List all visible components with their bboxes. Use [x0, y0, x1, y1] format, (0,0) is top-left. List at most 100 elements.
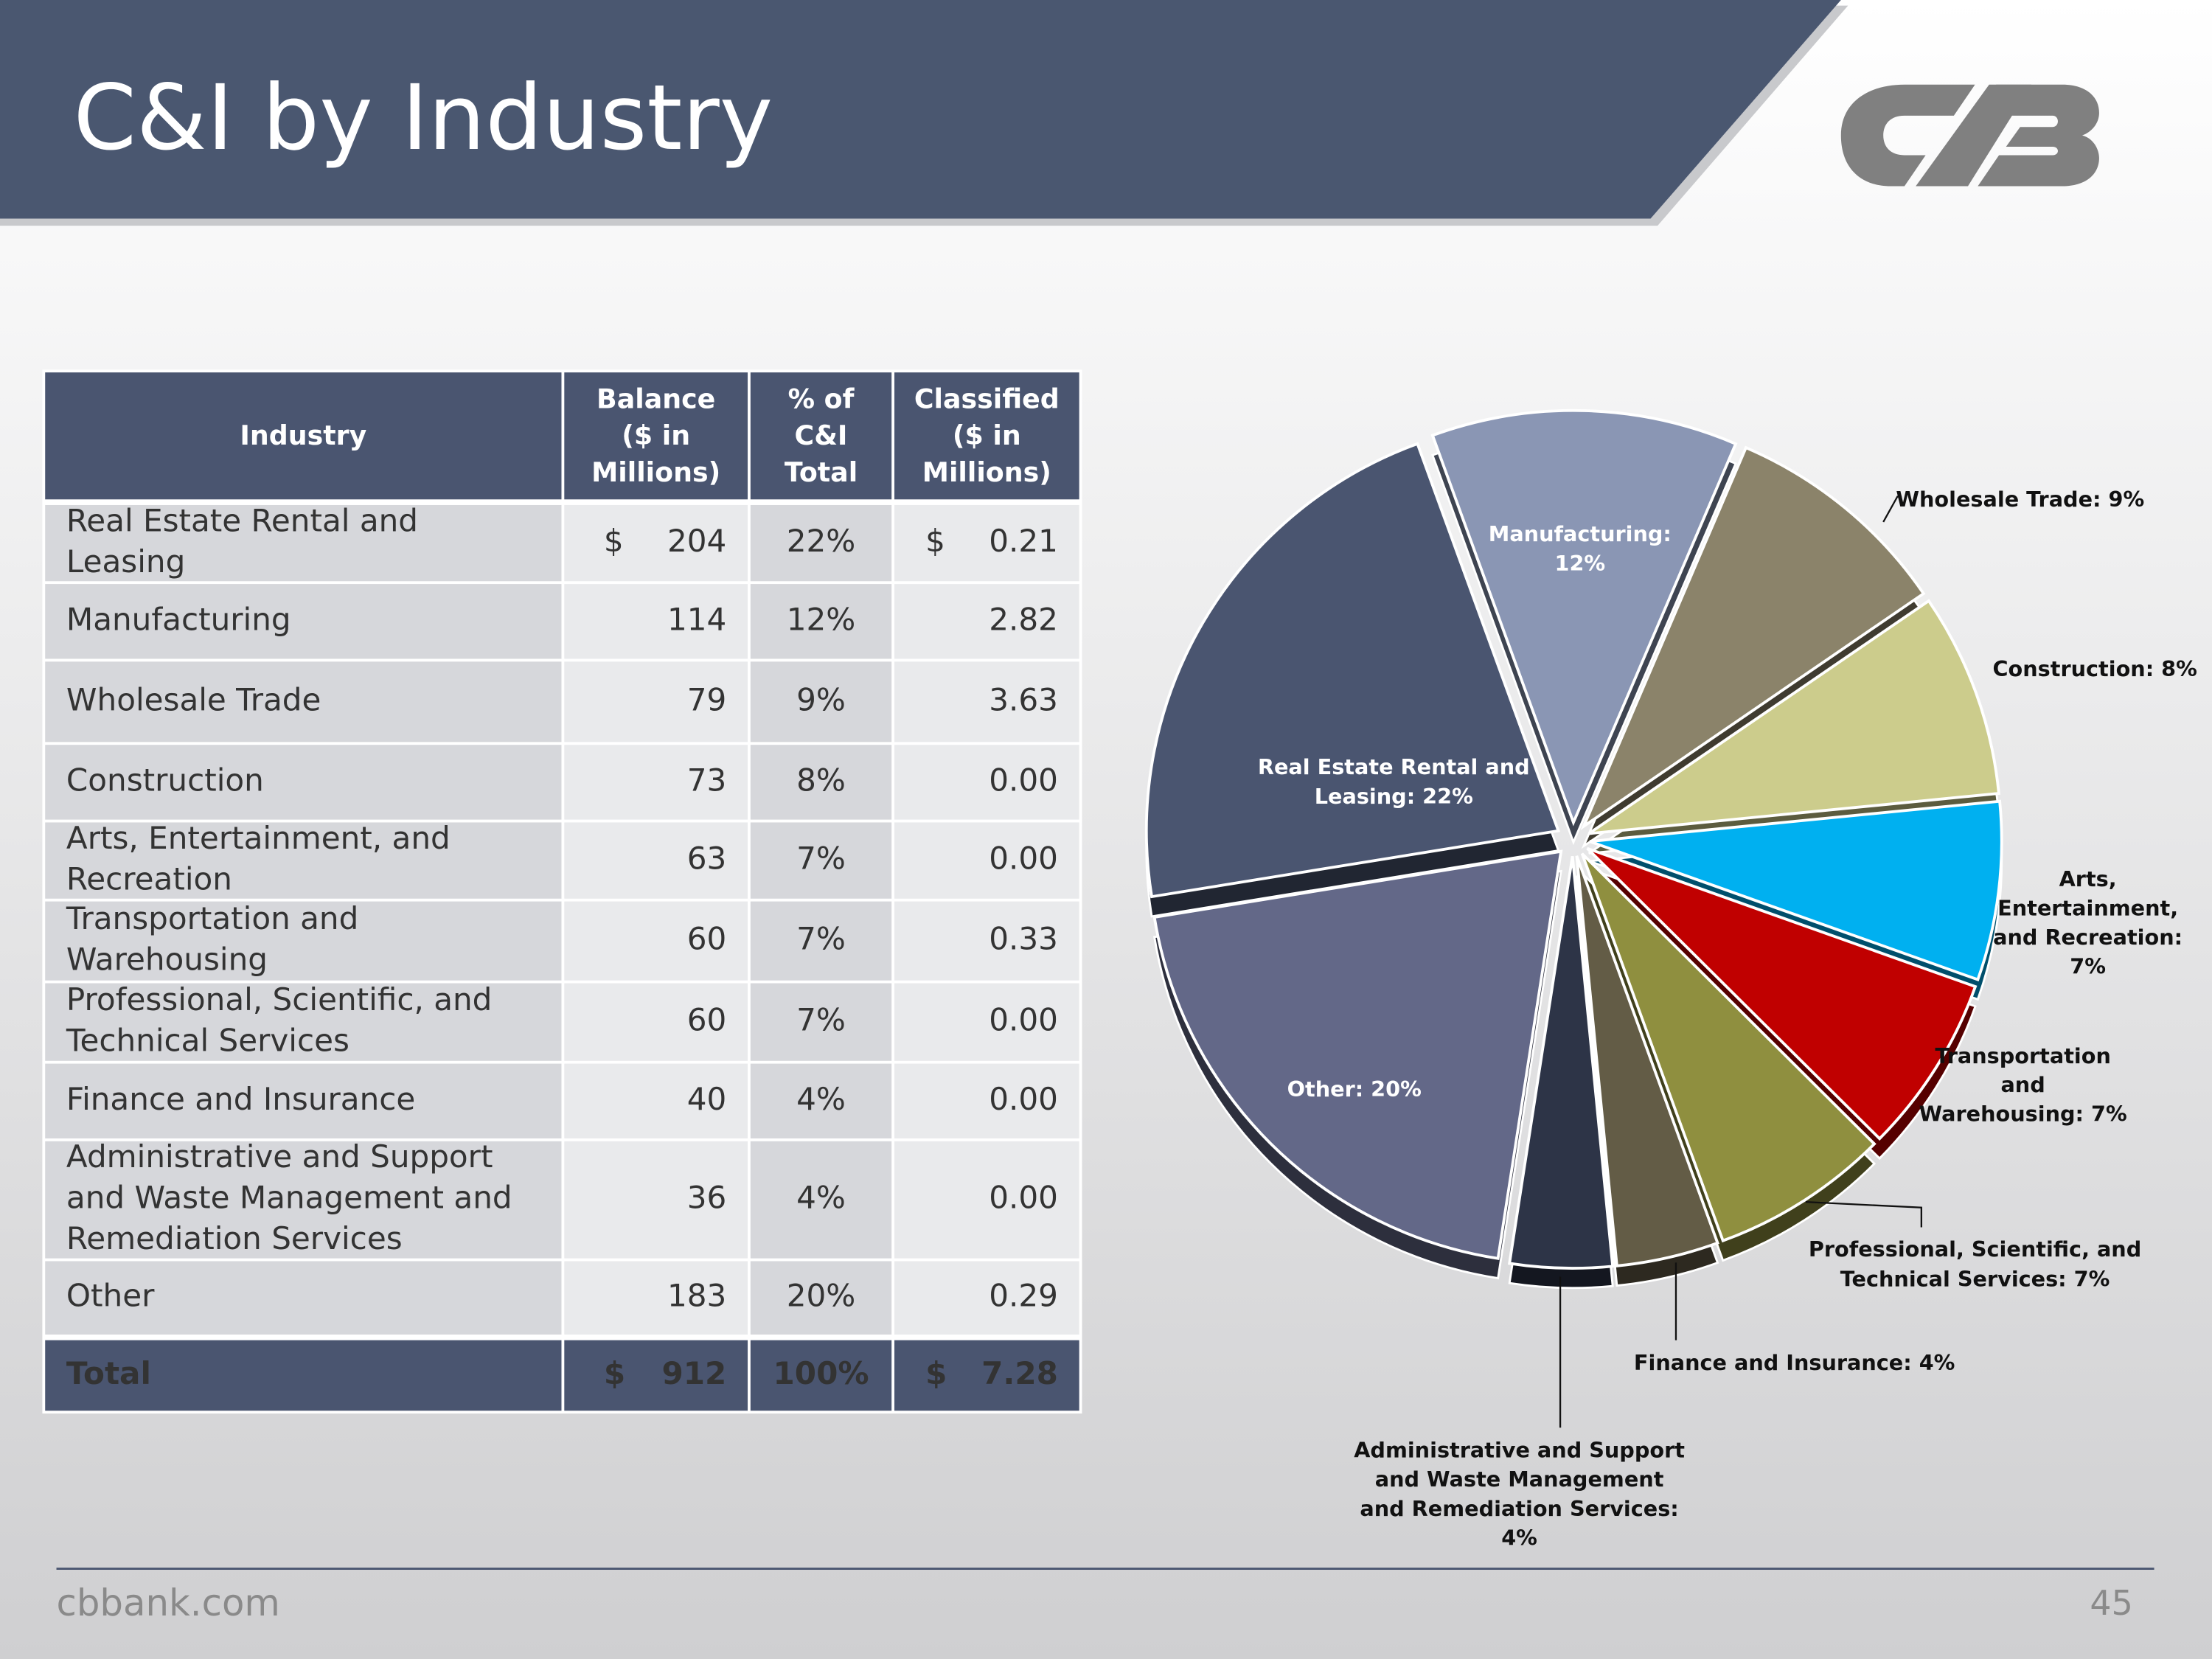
slice-label: and Waste Management	[1375, 1467, 1664, 1492]
industry-name: and Waste Management and	[66, 1180, 512, 1216]
header-cell	[894, 372, 1079, 500]
leader-line	[1805, 1200, 1923, 1228]
table-cell	[45, 901, 562, 981]
industry-name: Real Estate Rental and	[66, 502, 418, 538]
table-cell	[750, 1340, 892, 1411]
table-cell	[894, 745, 1079, 820]
header-cell	[564, 372, 748, 500]
header-text: ($ in	[622, 420, 690, 451]
table-cell	[750, 504, 892, 582]
pie-slice	[1580, 445, 1926, 830]
classified: 0.00	[989, 841, 1058, 877]
table-cell	[564, 1063, 748, 1139]
pie-slice	[1152, 849, 1563, 1260]
slice-label: Finance and Insurance: 4%	[1634, 1350, 1955, 1375]
table-cell	[750, 1063, 892, 1139]
table-cell	[45, 584, 562, 659]
footer-site: cbbank.com	[57, 1582, 280, 1624]
logo-c	[1840, 84, 1975, 187]
classified: 0.33	[989, 921, 1058, 957]
table-cell	[750, 901, 892, 981]
table-cell	[45, 1340, 562, 1411]
industry-name: Finance and Insurance	[66, 1081, 415, 1117]
pie-slice	[1430, 408, 1738, 827]
table-cell	[564, 901, 748, 981]
slice-label: Entertainment,	[1997, 895, 2178, 920]
table: Industry Balance ($ in Millions) % of C&I Tota…	[42, 369, 1082, 1414]
table-cell	[894, 661, 1079, 742]
balance: 60	[687, 921, 727, 957]
percent: 4%	[796, 1081, 846, 1117]
header-text: Balance	[597, 383, 715, 414]
table-cell	[894, 1261, 1079, 1335]
table-cell	[564, 1141, 748, 1259]
table-cell	[750, 661, 892, 742]
slide-title: C&I by Industry	[73, 65, 773, 170]
table-cell	[894, 1063, 1079, 1139]
industry-name: Transportation and	[66, 900, 358, 936]
table-cell	[45, 1063, 562, 1139]
industry-name: Leasing	[66, 543, 185, 580]
table-cell	[894, 1340, 1079, 1411]
table-cell	[564, 1261, 748, 1335]
header-cell	[750, 372, 892, 500]
classified: 0.29	[989, 1278, 1058, 1314]
balance: 40	[687, 1081, 727, 1117]
table-cell	[45, 504, 562, 582]
table-cell	[894, 504, 1079, 582]
classified: 0.00	[989, 762, 1058, 798]
header-text: Millions)	[591, 456, 720, 488]
currency: $	[925, 1355, 947, 1391]
table-cell	[564, 745, 748, 820]
table-cell	[45, 983, 562, 1061]
slice-label: Arts,	[2059, 866, 2117, 891]
industry-name: Construction	[66, 762, 264, 798]
pie-slice	[1507, 856, 1615, 1270]
table-cell	[894, 584, 1079, 659]
table-cell	[564, 983, 748, 1061]
industry-name: Recreation	[66, 860, 232, 897]
balance: 79	[687, 681, 727, 717]
header-text: Classified	[914, 383, 1060, 414]
industry-name: Remediation Services	[66, 1220, 403, 1256]
table-cell	[750, 1141, 892, 1259]
percent: 12%	[787, 601, 856, 637]
industry-name: Manufacturing	[66, 601, 291, 637]
percent: 7%	[796, 921, 846, 957]
header-text: Industry	[240, 420, 366, 451]
slice-label: Construction: 8%	[1992, 656, 2197, 681]
pie-slice	[1580, 852, 1877, 1243]
industry-name: Warehousing	[66, 941, 268, 977]
slice-label: Other: 20%	[1287, 1077, 1422, 1102]
percent: 22%	[787, 523, 856, 559]
table-cell	[45, 745, 562, 820]
classified: 0.00	[989, 1180, 1058, 1216]
classified: 0.00	[989, 1081, 1058, 1117]
table-cell	[45, 1261, 562, 1335]
industry-name: Wholesale Trade	[66, 681, 321, 717]
balance: 36	[687, 1180, 727, 1216]
classified: 2.82	[989, 601, 1058, 637]
table-cell	[750, 822, 892, 899]
balance: 183	[667, 1278, 726, 1314]
table-cell	[894, 983, 1079, 1061]
slice-label: Wholesale Trade: 9%	[1896, 487, 2144, 512]
slice-label: Professional, Scientific, and	[1809, 1237, 2141, 1262]
table-cell	[564, 661, 748, 742]
balance: 114	[667, 601, 726, 637]
table-cell	[750, 983, 892, 1061]
percent: 100%	[773, 1355, 869, 1391]
logo	[1840, 84, 2099, 187]
percent: 4%	[796, 1180, 846, 1216]
table-cell	[894, 1141, 1079, 1259]
slice-label: 4%	[1501, 1525, 1537, 1550]
title-banner	[0, 0, 1841, 219]
table-cell	[45, 822, 562, 899]
header-cell	[45, 372, 562, 500]
slice-label: and	[2000, 1072, 2045, 1097]
slice-label: and Recreation:	[1993, 925, 2183, 950]
pie-chart: Manufacturing: 12% Wholesale Trade: 9% Cons…	[1144, 408, 2197, 1550]
table-cell	[45, 661, 562, 742]
table-cell	[750, 745, 892, 820]
